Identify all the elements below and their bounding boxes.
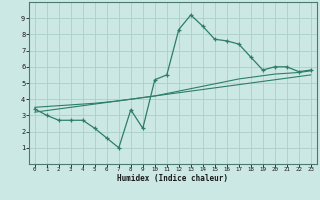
X-axis label: Humidex (Indice chaleur): Humidex (Indice chaleur) [117, 174, 228, 183]
